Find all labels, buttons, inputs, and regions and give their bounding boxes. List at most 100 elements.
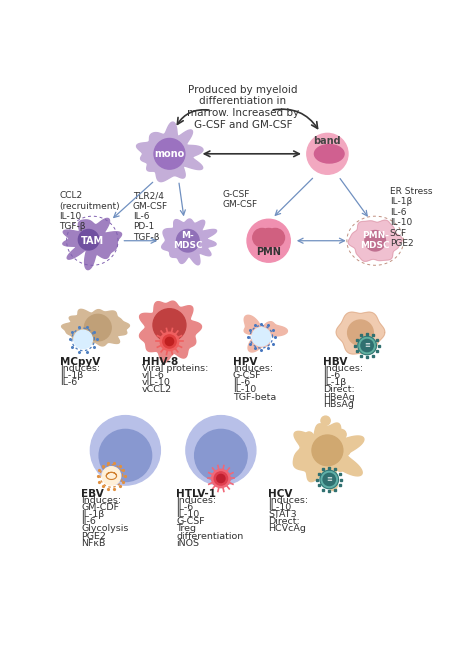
Ellipse shape — [176, 230, 199, 252]
Polygon shape — [348, 220, 402, 261]
Ellipse shape — [186, 416, 256, 485]
Text: HBeAg: HBeAg — [323, 392, 355, 402]
Polygon shape — [336, 312, 385, 354]
Ellipse shape — [307, 133, 348, 174]
Text: Induces:: Induces: — [60, 364, 100, 373]
Polygon shape — [162, 219, 217, 265]
Ellipse shape — [321, 416, 330, 426]
Ellipse shape — [211, 469, 230, 487]
Text: Treg: Treg — [176, 525, 196, 533]
Ellipse shape — [165, 337, 173, 345]
Text: IL-6: IL-6 — [323, 371, 340, 380]
Text: HCV: HCV — [268, 489, 292, 499]
Ellipse shape — [336, 462, 345, 471]
Ellipse shape — [84, 314, 111, 341]
Ellipse shape — [217, 474, 225, 483]
Text: GM-CDF: GM-CDF — [82, 503, 119, 512]
Ellipse shape — [305, 432, 313, 440]
Text: PMN-
MDSC: PMN- MDSC — [360, 231, 390, 250]
Ellipse shape — [99, 430, 152, 481]
Text: Direct:: Direct: — [323, 385, 355, 394]
Text: HCVcAg: HCVcAg — [268, 525, 306, 533]
Text: mono: mono — [155, 149, 184, 159]
Ellipse shape — [358, 337, 376, 355]
Text: vIL-6: vIL-6 — [142, 371, 165, 380]
Text: M-
MDSC: M- MDSC — [173, 231, 202, 250]
Text: IL-6: IL-6 — [60, 378, 77, 387]
Ellipse shape — [307, 465, 315, 473]
Ellipse shape — [342, 448, 350, 456]
Text: vCCL2: vCCL2 — [142, 385, 172, 394]
Text: HPV: HPV — [233, 357, 257, 367]
Ellipse shape — [323, 473, 336, 485]
Text: II-6: II-6 — [82, 517, 96, 527]
Ellipse shape — [253, 228, 271, 247]
Text: PGE2: PGE2 — [82, 532, 106, 540]
Polygon shape — [244, 315, 287, 352]
Text: Direct:: Direct: — [268, 517, 300, 527]
Text: Induces:: Induces: — [323, 364, 363, 373]
Text: Produced by myeloid
differentiation in
marrow. Increased by
G-CSF and GM-CSF: Produced by myeloid differentiation in m… — [187, 85, 299, 129]
Text: TAM: TAM — [81, 236, 104, 246]
Ellipse shape — [91, 416, 160, 485]
Text: IL-6: IL-6 — [176, 503, 193, 512]
Text: IL-10: IL-10 — [268, 503, 291, 512]
Polygon shape — [139, 301, 201, 363]
Ellipse shape — [336, 430, 346, 440]
Ellipse shape — [78, 230, 99, 250]
Text: TLR2/4
GM-CSF
IL-6
PD-1
TGF-β: TLR2/4 GM-CSF IL-6 PD-1 TGF-β — [133, 191, 168, 242]
Text: Induces:: Induces: — [176, 496, 216, 505]
Text: NFκB: NFκB — [82, 539, 106, 548]
Text: Induces:: Induces: — [268, 496, 308, 505]
Text: HBV: HBV — [323, 357, 347, 367]
Ellipse shape — [214, 472, 228, 485]
Ellipse shape — [195, 430, 247, 481]
Text: G-CSF: G-CSF — [176, 517, 205, 527]
Text: differentiation: differentiation — [176, 532, 243, 540]
Text: STAT3: STAT3 — [268, 510, 297, 519]
Text: HHV-8: HHV-8 — [142, 357, 178, 367]
Ellipse shape — [320, 470, 338, 489]
Text: Induces:: Induces: — [233, 364, 273, 373]
Ellipse shape — [266, 228, 284, 247]
Text: ≡: ≡ — [326, 477, 332, 483]
Text: TGF-beta: TGF-beta — [233, 392, 276, 402]
Text: PMN: PMN — [256, 247, 281, 257]
Text: HTLV-1: HTLV-1 — [176, 489, 216, 499]
Text: IL-6: IL-6 — [233, 378, 250, 387]
Polygon shape — [62, 309, 129, 346]
Ellipse shape — [154, 139, 185, 169]
Ellipse shape — [252, 327, 271, 346]
Text: iNOS: iNOS — [176, 539, 199, 548]
Ellipse shape — [102, 467, 121, 485]
Ellipse shape — [312, 435, 343, 465]
Text: EBV: EBV — [82, 489, 104, 499]
Ellipse shape — [153, 309, 186, 341]
Text: G-CSF
GM-CSF: G-CSF GM-CSF — [223, 190, 258, 209]
Ellipse shape — [361, 339, 373, 352]
Text: band: band — [314, 136, 341, 146]
Text: vIL-10: vIL-10 — [142, 378, 171, 387]
Text: IL-10: IL-10 — [176, 510, 200, 519]
Text: ≡: ≡ — [364, 343, 370, 349]
Text: IL-1β: IL-1β — [60, 371, 83, 380]
Text: IL-10: IL-10 — [233, 385, 256, 394]
Text: Viral proteins:: Viral proteins: — [142, 364, 208, 373]
Ellipse shape — [160, 332, 179, 351]
Ellipse shape — [259, 228, 278, 247]
Text: Induces:: Induces: — [82, 496, 121, 505]
Text: Glycolysis: Glycolysis — [82, 525, 128, 533]
Polygon shape — [137, 122, 203, 182]
Text: CCL2
(recruitment)
IL-10
TGF-β: CCL2 (recruitment) IL-10 TGF-β — [59, 191, 120, 231]
Ellipse shape — [163, 335, 176, 348]
Text: G-CSF: G-CSF — [233, 371, 261, 380]
Ellipse shape — [314, 145, 344, 163]
Ellipse shape — [247, 219, 290, 262]
Ellipse shape — [365, 230, 385, 251]
Ellipse shape — [347, 320, 374, 345]
Polygon shape — [63, 218, 121, 270]
Text: MCpyV: MCpyV — [60, 357, 100, 367]
Ellipse shape — [74, 330, 92, 349]
Text: ER Stress
IL-1β
IL-6
IL-10
SCF
PGE2: ER Stress IL-1β IL-6 IL-10 SCF PGE2 — [390, 187, 432, 248]
Text: HBsAg: HBsAg — [323, 400, 354, 409]
